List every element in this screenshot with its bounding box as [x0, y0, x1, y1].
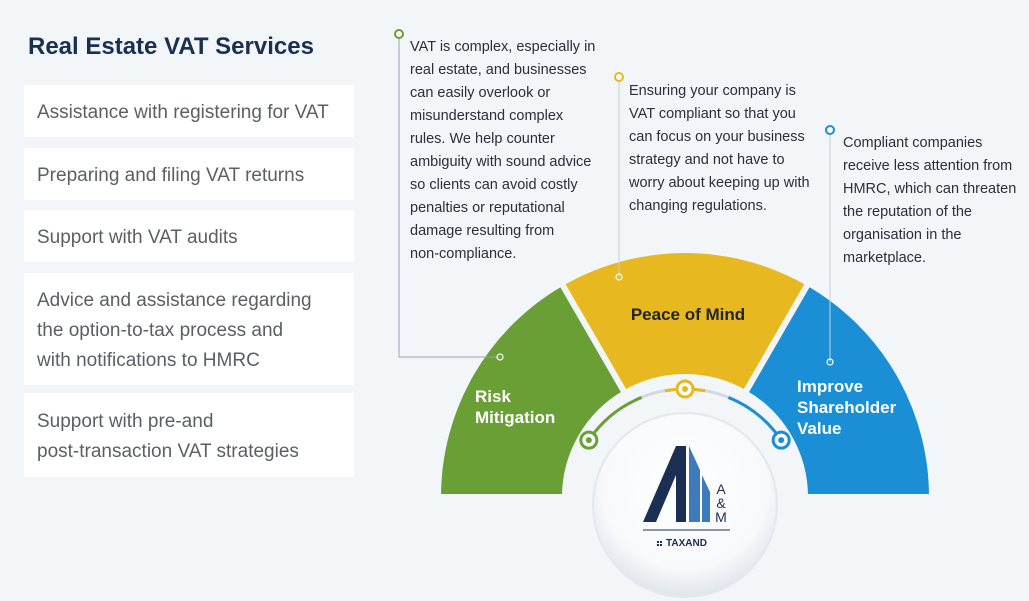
logo-shape — [643, 446, 686, 522]
service-box — [24, 85, 354, 137]
callout-text: so clients can avoid costly — [410, 177, 578, 193]
gauge-segment — [434, 278, 630, 500]
gauge-segment — [557, 247, 813, 398]
logo-dot — [660, 544, 662, 546]
ring-dot-core — [585, 437, 592, 444]
callout-text: marketplace. — [843, 250, 926, 266]
connector-end — [826, 358, 834, 366]
callout-text: can easily overlook or — [410, 85, 550, 101]
callout-text: penalties or reputational — [410, 200, 565, 216]
callout-text: misunderstand complex — [410, 108, 564, 124]
service-text: with notifications to HMRC — [36, 350, 260, 371]
segment-label: Value — [797, 419, 841, 438]
gauge-segment — [740, 278, 936, 500]
callout-text: organisation in the — [843, 227, 962, 243]
logo-letter: A — [716, 481, 726, 497]
callout-dot — [394, 29, 404, 39]
logo-letter: M — [715, 509, 727, 525]
callout-text: ambiguity with sound advice — [410, 154, 591, 170]
logo-letter: & — [716, 495, 726, 511]
logo-tagline: TAXAND — [666, 538, 707, 549]
callout-text: damage resulting from — [410, 223, 554, 239]
connector — [398, 34, 500, 358]
callout-text: changing regulations. — [629, 198, 767, 214]
ring-dot-core — [778, 437, 785, 444]
service-text: Support with pre-and — [37, 411, 213, 432]
callout-text: VAT compliant so that you — [629, 106, 796, 122]
service-text: Support with VAT audits — [37, 227, 238, 248]
callout-dot — [614, 72, 624, 82]
callout-text: VAT is complex, especially in — [410, 39, 595, 55]
service-box — [24, 393, 354, 477]
logo-dot — [657, 544, 659, 546]
service-text: the option-to-tax process and — [37, 320, 283, 341]
segment-label: Shareholder — [797, 398, 897, 417]
callout-text: worry about keeping up with — [628, 175, 810, 191]
connector-end — [615, 273, 623, 281]
service-box — [24, 273, 354, 385]
callout-text: HMRC, which can threaten — [843, 181, 1016, 197]
service-text: Preparing and filing VAT returns — [37, 165, 304, 186]
logo-shape — [689, 446, 700, 522]
callout-text: strategy and not have to — [629, 152, 785, 168]
callout-text: non-compliance. — [410, 246, 516, 262]
segment-label: Mitigation — [475, 408, 555, 427]
callout-text: receive less attention from — [843, 158, 1012, 174]
service-text: Assistance with registering for VAT — [37, 102, 329, 123]
segment-label: Peace of Mind — [631, 305, 745, 324]
service-box — [24, 148, 354, 200]
service-text: post-transaction VAT strategies — [37, 441, 299, 462]
title: Real Estate VAT Services — [28, 33, 314, 60]
connector-end — [496, 353, 504, 361]
ring-dot-core — [682, 386, 688, 392]
logo-shape — [702, 475, 710, 522]
callout-text: rules. We help counter — [410, 131, 555, 147]
callout-text: Ensuring your company is — [629, 83, 796, 99]
callout-text: the reputation of the — [843, 204, 972, 220]
segment-label: Risk — [475, 387, 511, 406]
logo-dot — [657, 541, 659, 543]
callout-text: Compliant companies — [843, 135, 982, 151]
service-text: Advice and assistance regarding — [37, 290, 312, 311]
logo-dot — [660, 541, 662, 543]
service-box — [24, 210, 354, 262]
callout-text: can focus on your business — [629, 129, 805, 145]
segment-label: Improve — [797, 377, 863, 396]
callout-dot — [825, 125, 835, 135]
callout-text: real estate, and businesses — [410, 62, 587, 78]
